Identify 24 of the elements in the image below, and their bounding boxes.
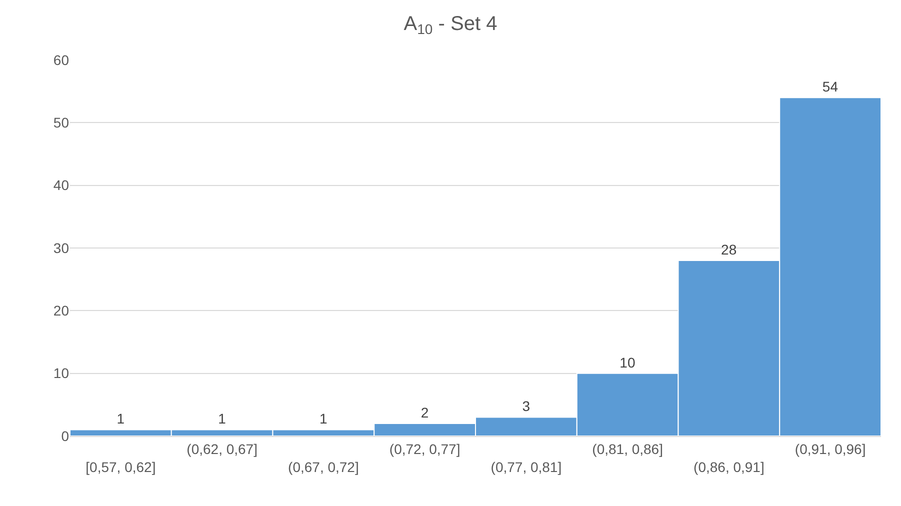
y-tick-label: 20 xyxy=(53,302,70,319)
x-tick-label: (0,72, 0,77] xyxy=(389,440,460,457)
data-label: 54 xyxy=(822,78,838,95)
x-tick-label: [0,57, 0,62] xyxy=(86,459,156,475)
y-tick-label: 30 xyxy=(53,240,70,256)
data-label: 3 xyxy=(522,398,530,414)
data-label: 10 xyxy=(620,354,636,370)
x-tick-label: (0,67, 0,72] xyxy=(288,459,359,475)
data-label: 2 xyxy=(420,404,429,420)
x-tick-label: (0,91, 0,96] xyxy=(794,440,866,457)
x-tick-label: (0,81, 0,86] xyxy=(592,440,663,457)
x-tick-label: (0,62, 0,67] xyxy=(186,440,258,457)
x-tick-label: (0,86, 0,91] xyxy=(694,459,764,475)
data-label: 1 xyxy=(319,410,328,427)
y-tick-label: 10 xyxy=(53,365,70,382)
data-label: 28 xyxy=(721,242,737,258)
y-tick-label: 40 xyxy=(53,177,70,194)
y-tick-label: 60 xyxy=(53,52,70,68)
chart-title: A$_{10}$ - Set 4 xyxy=(404,13,498,38)
data-label: 1 xyxy=(116,410,125,427)
x-tick-label: (0,77, 0,81] xyxy=(490,459,562,475)
data-label: 1 xyxy=(218,410,226,427)
y-tick-label: 0 xyxy=(61,428,70,444)
y-tick-label: 50 xyxy=(53,114,70,131)
